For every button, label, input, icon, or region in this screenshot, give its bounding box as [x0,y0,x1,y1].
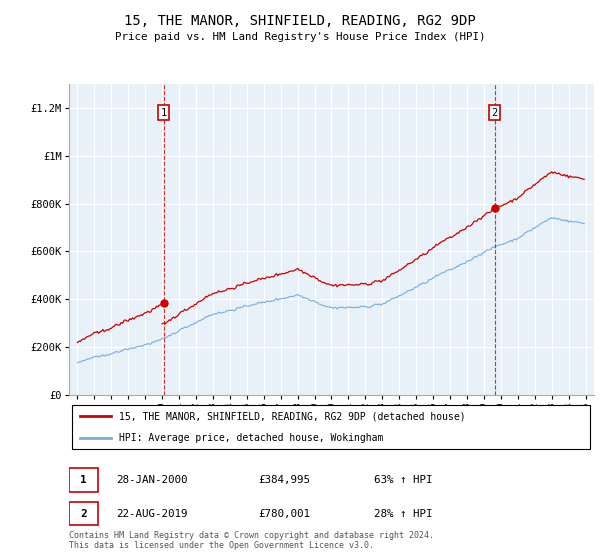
Text: Price paid vs. HM Land Registry's House Price Index (HPI): Price paid vs. HM Land Registry's House … [115,32,485,43]
Text: HPI: Average price, detached house, Wokingham: HPI: Average price, detached house, Woki… [119,433,383,443]
Text: 2: 2 [491,108,498,118]
Text: 63% ↑ HPI: 63% ↑ HPI [373,475,432,485]
FancyBboxPatch shape [69,468,98,492]
FancyBboxPatch shape [71,405,590,449]
FancyBboxPatch shape [69,502,98,525]
Text: 22-AUG-2019: 22-AUG-2019 [116,508,188,519]
Text: £384,995: £384,995 [258,475,310,485]
Text: £780,001: £780,001 [258,508,310,519]
Text: 28% ↑ HPI: 28% ↑ HPI [373,508,432,519]
Text: 2: 2 [80,508,87,519]
Text: 15, THE MANOR, SHINFIELD, READING, RG2 9DP: 15, THE MANOR, SHINFIELD, READING, RG2 9… [124,14,476,28]
Text: 15, THE MANOR, SHINFIELD, READING, RG2 9DP (detached house): 15, THE MANOR, SHINFIELD, READING, RG2 9… [119,411,466,421]
Text: 1: 1 [160,108,167,118]
Text: Contains HM Land Registry data © Crown copyright and database right 2024.
This d: Contains HM Land Registry data © Crown c… [69,531,434,550]
Text: 28-JAN-2000: 28-JAN-2000 [116,475,188,485]
Text: 1: 1 [80,475,87,485]
